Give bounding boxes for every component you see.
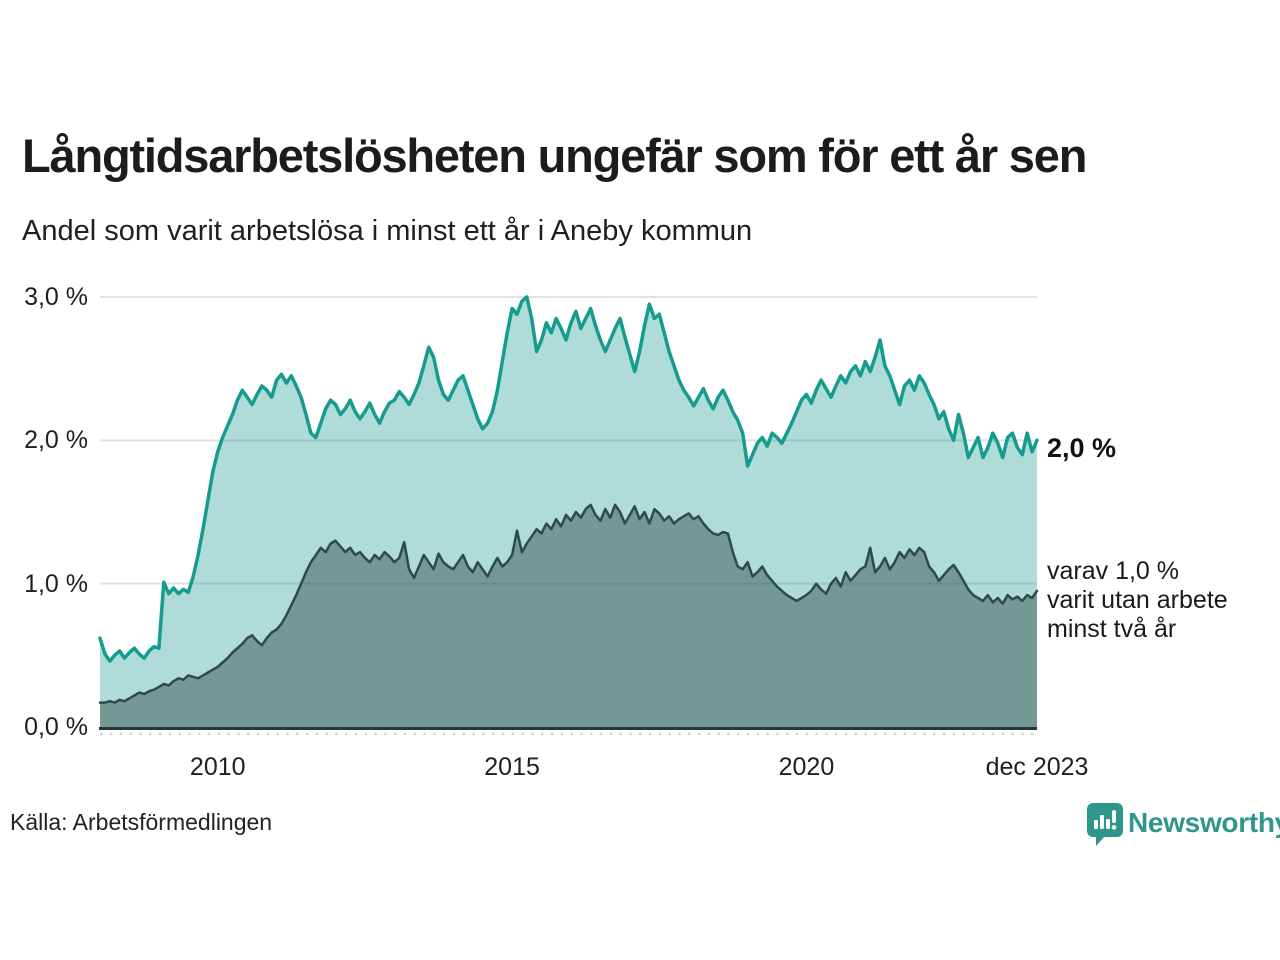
exclamation-icon bbox=[1112, 810, 1116, 823]
newsworthy-wordmark: Newsworthy bbox=[1128, 807, 1280, 838]
series-end-value-label: 2,0 % bbox=[1047, 433, 1117, 463]
area-fill-at-least-two-years bbox=[100, 504, 1037, 727]
page-subtitle: Andel som varit arbetslösa i minst ett å… bbox=[22, 215, 753, 247]
exclamation-dot-icon bbox=[1111, 825, 1117, 830]
series-annotation: varav 1,0 % varit utan arbete minst två … bbox=[1047, 557, 1228, 644]
series-annotation-line: minst två år bbox=[1047, 615, 1177, 643]
grid-lines bbox=[100, 296, 1037, 585]
newsworthy-bubble-chart-icon bbox=[1087, 803, 1123, 846]
page-title: Långtidsarbetslösheten ungefär som för e… bbox=[22, 129, 1087, 182]
x-axis-tick-label: 2015 bbox=[484, 753, 540, 781]
y-axis-tick-label: 2,0 % bbox=[24, 426, 88, 455]
bar-icon-1 bbox=[1094, 820, 1098, 829]
series-annotation-line: varav 1,0 % bbox=[1047, 557, 1180, 585]
line-at-least-one-year bbox=[98, 295, 1039, 663]
bar-icon-2 bbox=[1100, 815, 1104, 829]
y-axis-tick-label: 3,0 % bbox=[24, 283, 88, 311]
newsworthy-logo: Newsworthy bbox=[1086, 801, 1280, 853]
line-at-least-two-years bbox=[98, 503, 1039, 704]
bar-icon-3 bbox=[1106, 819, 1110, 829]
series-annotation-line: varit utan arbete bbox=[1047, 586, 1228, 614]
x-axis-tick-label: 2020 bbox=[778, 753, 835, 781]
x-axis-tick-label: dec 2023 bbox=[985, 753, 1089, 781]
source-note: Källa: Arbetsförmedlingen bbox=[10, 809, 273, 835]
x-axis-tick-label: 2010 bbox=[189, 753, 246, 781]
y-axis-tick-label: 1,0 % bbox=[24, 569, 88, 598]
y-axis-tick-label: 0,0 % bbox=[24, 713, 88, 741]
